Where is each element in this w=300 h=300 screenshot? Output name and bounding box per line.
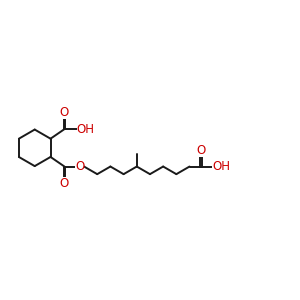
- Text: OH: OH: [77, 123, 95, 136]
- Text: O: O: [60, 106, 69, 119]
- Text: O: O: [60, 177, 69, 190]
- Text: O: O: [75, 160, 84, 173]
- Text: OH: OH: [212, 160, 230, 173]
- Text: O: O: [196, 144, 206, 157]
